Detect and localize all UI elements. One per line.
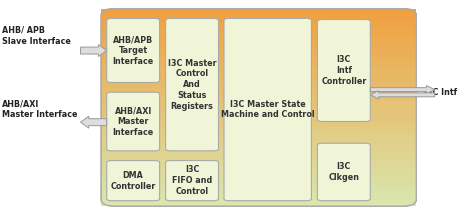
Bar (101, 94, 415, 101)
Text: I3C
Intf
Controller: I3C Intf Controller (320, 55, 366, 86)
Text: AHB/AXI
Master Interface: AHB/AXI Master Interface (2, 100, 78, 120)
Bar (101, 140, 415, 147)
Text: AHB/APB
Target
Interface: AHB/APB Target Interface (112, 35, 153, 66)
Bar (101, 107, 415, 114)
FancyBboxPatch shape (317, 143, 369, 201)
Bar (101, 74, 415, 81)
FancyArrow shape (80, 45, 106, 56)
Bar (101, 147, 415, 153)
Bar (101, 48, 415, 55)
Bar (101, 180, 415, 186)
Text: AHB/AXI
Master
Interface: AHB/AXI Master Interface (112, 106, 153, 137)
Bar (101, 114, 415, 121)
Bar (101, 61, 415, 68)
Text: DMA
Controller: DMA Controller (110, 171, 156, 191)
FancyBboxPatch shape (224, 18, 311, 201)
Bar (101, 153, 415, 160)
Bar (101, 167, 415, 173)
Bar (101, 35, 415, 42)
Bar (101, 88, 415, 94)
Bar (101, 200, 415, 206)
FancyArrow shape (369, 91, 434, 99)
Bar (101, 42, 415, 48)
Bar (101, 9, 415, 15)
Text: I3C Master State
Machine and Control: I3C Master State Machine and Control (220, 100, 314, 120)
Bar (101, 22, 415, 28)
Bar (101, 55, 415, 61)
Bar (101, 173, 415, 180)
FancyBboxPatch shape (106, 92, 159, 151)
Bar (101, 68, 415, 74)
Text: I3C Intf: I3C Intf (423, 88, 456, 97)
Bar (101, 81, 415, 88)
Text: I3C
Clkgen: I3C Clkgen (328, 162, 358, 182)
FancyBboxPatch shape (106, 18, 159, 82)
FancyArrow shape (369, 85, 434, 94)
Bar (101, 160, 415, 167)
FancyBboxPatch shape (165, 18, 218, 151)
Text: AHB/ APB
Slave Interface: AHB/ APB Slave Interface (2, 26, 71, 46)
Bar (101, 15, 415, 22)
Bar (101, 186, 415, 193)
Bar (101, 121, 415, 127)
Text: I3C Master
Control
And
Status
Registers: I3C Master Control And Status Registers (168, 59, 216, 111)
FancyBboxPatch shape (101, 9, 415, 206)
FancyBboxPatch shape (101, 9, 415, 117)
FancyBboxPatch shape (165, 161, 218, 201)
Bar (101, 134, 415, 140)
FancyBboxPatch shape (317, 20, 369, 122)
Bar (101, 127, 415, 134)
Text: I3C
FIFO and
Control: I3C FIFO and Control (172, 165, 212, 196)
Bar (101, 101, 415, 107)
FancyArrow shape (80, 116, 106, 128)
Bar (101, 193, 415, 200)
FancyBboxPatch shape (106, 161, 159, 201)
Bar (101, 28, 415, 35)
